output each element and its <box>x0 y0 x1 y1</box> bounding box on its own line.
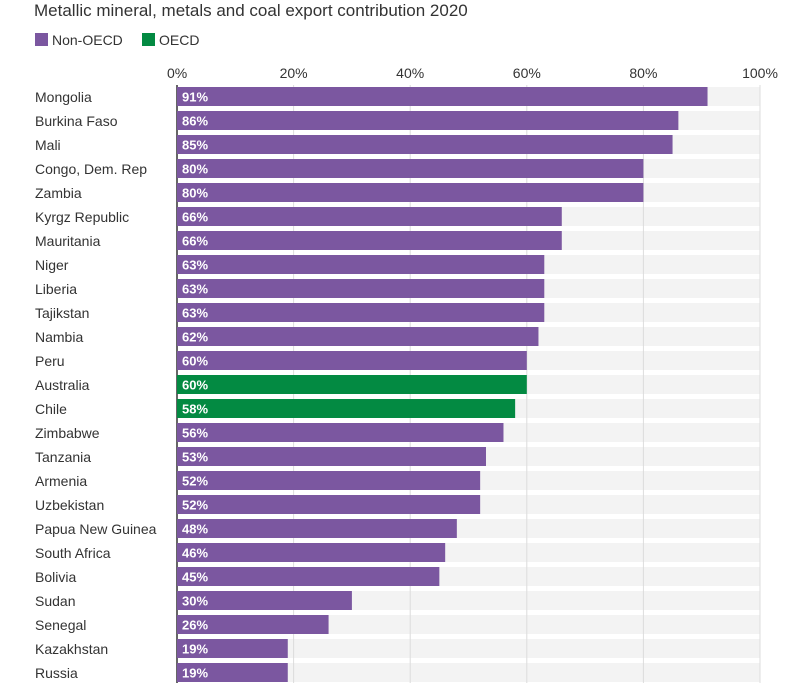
bar <box>177 159 644 178</box>
category-label: Papua New Guinea <box>35 521 157 537</box>
x-tick-label: 60% <box>513 65 541 81</box>
legend-label-non-oecd: Non-OECD <box>52 32 123 48</box>
bar <box>177 279 545 298</box>
bar <box>177 183 644 202</box>
category-label: Sudan <box>35 593 75 609</box>
legend-label-oecd: OECD <box>159 32 199 48</box>
data-label: 30% <box>182 594 208 609</box>
data-label: 52% <box>182 474 208 489</box>
data-label: 63% <box>182 282 208 297</box>
data-label: 45% <box>182 570 208 585</box>
bar <box>177 303 545 322</box>
category-label: Liberia <box>35 281 77 297</box>
data-label: 91% <box>182 90 208 105</box>
data-label: 62% <box>182 330 208 345</box>
data-label: 52% <box>182 498 208 513</box>
data-label: 86% <box>182 114 208 129</box>
legend: Non-OECD OECD <box>35 32 199 48</box>
category-label: Australia <box>35 377 90 393</box>
data-label: 63% <box>182 306 208 321</box>
category-label: Niger <box>35 257 69 273</box>
data-label: 80% <box>182 186 208 201</box>
bar <box>177 255 545 274</box>
bar <box>177 543 446 562</box>
data-label: 48% <box>182 522 208 537</box>
category-labels: Mongolia Burkina Faso Mali Congo, Dem. Rep Z… <box>35 89 157 681</box>
category-label: South Africa <box>35 545 111 561</box>
data-label: 19% <box>182 642 208 657</box>
bar <box>177 591 352 610</box>
x-axis-ticks: 0% 20% 40% 60% 80% 100% <box>167 65 778 81</box>
category-label: Mongolia <box>35 89 92 105</box>
category-label: Armenia <box>35 473 87 489</box>
bar <box>177 519 457 538</box>
data-label: 80% <box>182 162 208 177</box>
data-label: 58% <box>182 402 208 417</box>
category-label: Tanzania <box>35 449 91 465</box>
data-label: 56% <box>182 426 208 441</box>
bar <box>177 111 679 130</box>
bar <box>177 135 673 154</box>
x-tick-label: 80% <box>629 65 657 81</box>
data-label: 85% <box>182 138 208 153</box>
x-tick-label: 100% <box>742 65 778 81</box>
data-labels: 91% 86% 85% 80% 80% 66% 66% 63% 63% 63% 62% 60% 60% 5… <box>182 90 208 681</box>
bar <box>177 375 527 394</box>
category-label: Uzbekistan <box>35 497 104 513</box>
data-label: 66% <box>182 210 208 225</box>
data-label: 63% <box>182 258 208 273</box>
x-tick-label: 40% <box>396 65 424 81</box>
category-label: Zimbabwe <box>35 425 100 441</box>
data-label: 60% <box>182 378 208 393</box>
legend-swatch-oecd <box>142 33 155 46</box>
data-label: 53% <box>182 450 208 465</box>
data-label: 46% <box>182 546 208 561</box>
category-label: Chile <box>35 401 67 417</box>
category-label: Congo, Dem. Rep <box>35 161 147 177</box>
bar <box>177 231 562 250</box>
category-label: Burkina Faso <box>35 113 118 129</box>
data-label: 60% <box>182 354 208 369</box>
bar <box>177 639 288 658</box>
bar <box>177 567 440 586</box>
bar <box>177 351 527 370</box>
bar <box>177 615 329 634</box>
category-label: Senegal <box>35 617 86 633</box>
chart-title: Metallic mineral, metals and coal export… <box>34 1 468 20</box>
bar <box>177 207 562 226</box>
category-label: Mauritania <box>35 233 101 249</box>
data-label: 19% <box>182 666 208 681</box>
data-label: 26% <box>182 618 208 633</box>
bar <box>177 399 516 418</box>
category-label: Mali <box>35 137 61 153</box>
category-label: Bolivia <box>35 569 76 585</box>
category-label: Tajikstan <box>35 305 89 321</box>
category-label: Kazakhstan <box>35 641 108 657</box>
bar <box>177 423 504 442</box>
bar <box>177 663 288 682</box>
category-label: Russia <box>35 665 78 681</box>
legend-swatch-non-oecd <box>35 33 48 46</box>
bar <box>177 87 708 106</box>
row-track <box>177 663 760 682</box>
bar <box>177 327 539 346</box>
row-track <box>177 639 760 658</box>
bars <box>177 87 708 682</box>
bar <box>177 471 481 490</box>
bar <box>177 495 481 514</box>
bar <box>177 447 486 466</box>
data-label: 66% <box>182 234 208 249</box>
category-label: Kyrgz Republic <box>35 209 129 225</box>
x-tick-label: 20% <box>280 65 308 81</box>
category-label: Peru <box>35 353 65 369</box>
x-tick-label: 0% <box>167 65 187 81</box>
category-label: Nambia <box>35 329 83 345</box>
category-label: Zambia <box>35 185 82 201</box>
